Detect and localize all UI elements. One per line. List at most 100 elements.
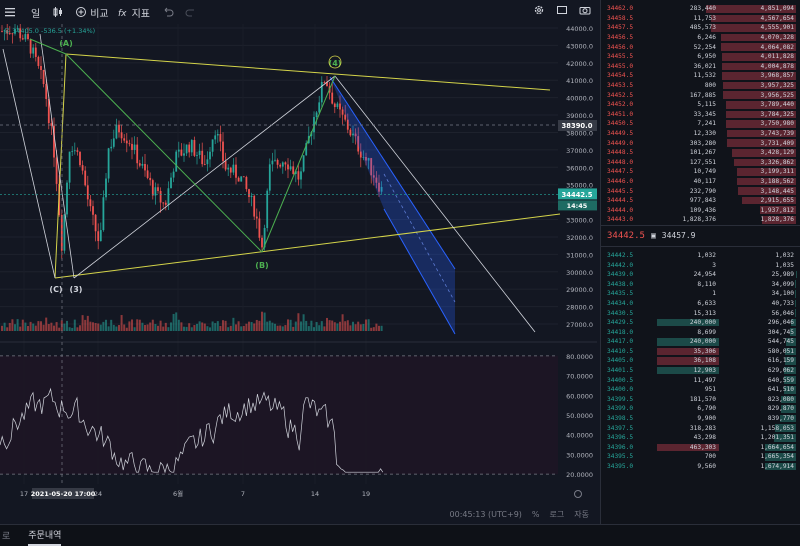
- date-tick-label: 14: [311, 490, 319, 498]
- bid-row[interactable]: 34401.5 12,903 629,062: [601, 366, 800, 376]
- candle-body: [336, 103, 339, 108]
- bid-row[interactable]: 34396.5 43,298 1,201,351: [601, 433, 800, 443]
- candle-body: [125, 140, 128, 144]
- ask-row[interactable]: 34456.0 52,254 4,064,082: [601, 42, 800, 52]
- bottom-left-label[interactable]: 로: [2, 532, 11, 542]
- ask-row[interactable]: 34447.5 10,749 3,199,311: [601, 167, 800, 177]
- candle-type-button[interactable]: [52, 6, 67, 18]
- bid-row[interactable]: 34405.0 36,108 616,159: [601, 356, 800, 366]
- ask-row[interactable]: 34451.0 33,345 3,784,325: [601, 110, 800, 120]
- ask-row[interactable]: 34462.0 283,440 4,851,094: [601, 4, 800, 14]
- gear-icon[interactable]: [533, 4, 545, 16]
- ask-row[interactable]: 34443.0 1,828,376 1,828,376: [601, 215, 800, 225]
- bid-row[interactable]: 34439.0 24,954 25,989: [601, 270, 800, 280]
- bid-row[interactable]: 34434.0 6,633 40,733: [601, 299, 800, 309]
- ask-row[interactable]: 34449.5 12,330 3,743,739: [601, 129, 800, 139]
- camera-icon[interactable]: [579, 4, 591, 16]
- volume-cell: 12,903: [693, 367, 716, 375]
- price-chart[interactable]: 44000.0 43000.0 42000.0 41000.0 40000.0 39000…: [0, 24, 597, 504]
- fullscreen-icon[interactable]: [556, 4, 568, 16]
- bid-row[interactable]: 34410.5 35,306 580,051: [601, 347, 800, 357]
- volume-cell: 36,021: [693, 62, 716, 70]
- redo-button[interactable]: [185, 6, 200, 18]
- candle-body: [375, 177, 378, 183]
- bid-row[interactable]: 34397.5 318,283 1,158,053: [601, 423, 800, 433]
- ask-row[interactable]: 34450.5 7,241 3,750,980: [601, 119, 800, 129]
- candle-body: [63, 214, 66, 251]
- ask-row[interactable]: 34444.0 109,436 1,937,812: [601, 205, 800, 215]
- bid-row[interactable]: 34398.5 9,900 839,770: [601, 414, 800, 424]
- candle-body: [149, 177, 152, 181]
- bid-row[interactable]: 34400.0 951 641,510: [601, 385, 800, 395]
- chart-grid: [0, 24, 558, 484]
- ask-row[interactable]: 34446.0 40,117 3,188,562: [601, 177, 800, 187]
- drawing-layer[interactable]: [0, 24, 561, 484]
- ask-row[interactable]: 34448.5 101,267 3,428,129: [601, 148, 800, 158]
- price-cell: 34399.0: [607, 405, 634, 413]
- volume-bar: [68, 327, 71, 331]
- ask-row[interactable]: 34452.5 167,885 3,956,525: [601, 90, 800, 100]
- ask-row[interactable]: 34455.5 6,950 4,011,828: [601, 52, 800, 62]
- volume-bar: [310, 320, 313, 331]
- rsi-path: [0, 387, 384, 474]
- menu-button[interactable]: [4, 6, 19, 18]
- candle-body: [3, 30, 6, 32]
- bid-row[interactable]: 34396.0 463,303 1,664,654: [601, 443, 800, 453]
- depth-bar: [732, 148, 796, 157]
- bid-row[interactable]: 34442.0 3 1,035: [601, 260, 800, 270]
- price-cell: 34442.0: [607, 261, 634, 269]
- bid-row[interactable]: 34399.5 181,570 823,080: [601, 395, 800, 405]
- ask-row[interactable]: 34455.0 36,021 4,004,878: [601, 62, 800, 72]
- bid-row[interactable]: 34395.0 9,560 1,674,914: [601, 462, 800, 472]
- candle-body: [162, 202, 165, 204]
- candle-body: [115, 124, 118, 139]
- depth-bar: [736, 177, 796, 186]
- volume-cell: 3: [712, 261, 716, 269]
- bid-row[interactable]: 34430.5 15,313 56,046: [601, 308, 800, 318]
- bid-row[interactable]: 34418.0 8,699 304,745: [601, 327, 800, 337]
- ask-row[interactable]: 34453.5 800 3,957,325: [601, 81, 800, 91]
- bid-row[interactable]: 34417.0 240,000 544,745: [601, 337, 800, 347]
- price-axis[interactable]: 44000.0 43000.0 42000.0 41000.0 40000.0 39000…: [20, 25, 597, 499]
- percent-toggle[interactable]: %: [531, 509, 540, 519]
- candle-body: [237, 177, 240, 182]
- candle-body: [94, 214, 97, 232]
- bid-row[interactable]: 34429.5 240,000 296,046: [601, 318, 800, 328]
- compare-button[interactable]: 비교: [75, 5, 109, 20]
- timeframe-button[interactable]: 일: [31, 8, 41, 20]
- ask-row[interactable]: 34452.0 5,115 3,789,440: [601, 100, 800, 110]
- bid-row[interactable]: 34438.0 8,110 34,099: [601, 279, 800, 289]
- volume-bar: [16, 319, 19, 331]
- volume-cell: 800: [704, 82, 716, 90]
- volume-cell: 232,790: [689, 187, 716, 195]
- log-toggle[interactable]: 로그: [549, 509, 565, 519]
- ask-row[interactable]: 34449.0 303,280 3,731,409: [601, 138, 800, 148]
- ask-row[interactable]: 34444.5 977,843 2,915,655: [601, 196, 800, 206]
- ask-row[interactable]: 34448.0 127,551 3,326,862: [601, 158, 800, 168]
- volume-bar: [76, 327, 79, 331]
- indicators-button[interactable]: fx 지표: [117, 5, 150, 20]
- channel-fill: [330, 77, 455, 334]
- bid-row[interactable]: 34399.0 6,790 829,870: [601, 404, 800, 414]
- ask-row[interactable]: 34458.5 11,753 4,567,654: [601, 14, 800, 24]
- volume-cell: 6,950: [697, 53, 716, 61]
- tab-order-history[interactable]: 주문내역: [28, 525, 62, 546]
- auto-toggle[interactable]: 자동: [574, 509, 589, 519]
- bid-row[interactable]: 34395.5 700 1,665,354: [601, 452, 800, 462]
- depth-bar: [795, 280, 796, 289]
- volume-bar: [79, 325, 81, 331]
- ask-row[interactable]: 34456.5 6,246 4,070,328: [601, 33, 800, 43]
- candle-body: [367, 158, 370, 161]
- volume-bar: [63, 323, 66, 331]
- bid-row[interactable]: 34400.5 11,497 640,559: [601, 375, 800, 385]
- volume-bar: [357, 321, 360, 331]
- bid-row[interactable]: 34442.5 1,032 1,032: [601, 251, 800, 261]
- rsi-tick-label: 30.0000: [566, 451, 593, 459]
- ask-row[interactable]: 34445.5 232,790 3,148,445: [601, 186, 800, 196]
- ask-row[interactable]: 34454.5 11,532 3,968,857: [601, 71, 800, 81]
- volume-bar: [263, 312, 266, 331]
- bid-row[interactable]: 34435.5 1 34,100: [601, 289, 800, 299]
- ask-row[interactable]: 34457.5 485,573 4,555,901: [601, 23, 800, 33]
- volume-cell: 977,843: [689, 197, 716, 205]
- undo-button[interactable]: [162, 6, 177, 18]
